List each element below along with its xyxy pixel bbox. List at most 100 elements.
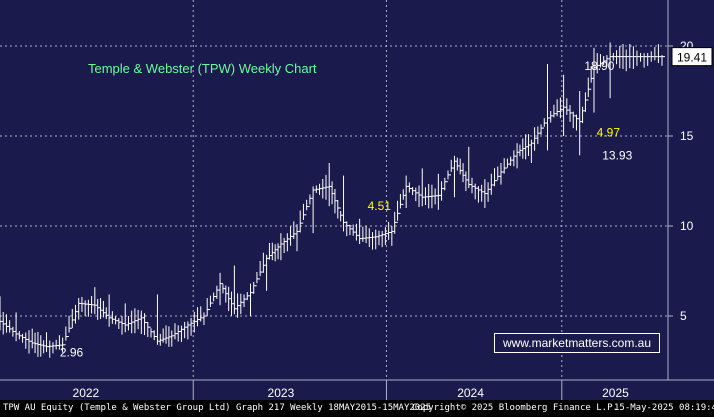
footer-copyright: Copyright© 2025 Bloomberg Finance L.P. — [412, 403, 618, 413]
ohlc-bar — [111, 311, 116, 324]
ohlc-bar — [84, 300, 89, 317]
x-year-label: 2022 — [73, 386, 100, 400]
ohlc-bar — [319, 183, 323, 195]
ohlc-bar — [513, 150, 517, 167]
ohlc-bar — [441, 181, 445, 201]
ohlc-bar — [249, 283, 254, 316]
ohlc-bar — [450, 159, 455, 172]
ohlc-bar — [647, 53, 651, 66]
ohlc-bar — [365, 225, 370, 244]
ohlc-bar — [593, 47, 598, 113]
ohlc-bar — [636, 50, 640, 66]
ohlc-bar — [375, 229, 379, 250]
ohlc-bar — [237, 293, 241, 318]
ohlc-bar — [497, 166, 501, 180]
ohlc-bar — [481, 184, 485, 202]
ohlc-bar — [121, 316, 126, 335]
ohlc-bar — [259, 260, 264, 277]
ohlc-bar — [428, 184, 432, 209]
ohlc-bar — [193, 311, 198, 333]
y-tick-label: 10 — [680, 219, 694, 233]
ohlc-bar — [444, 177, 448, 191]
ohlc-bar — [384, 227, 389, 245]
ohlc-bar — [209, 295, 214, 307]
ohlc-bar — [487, 182, 492, 202]
ohlc-bar — [118, 318, 122, 329]
footer-security: TPW AU Equity (Temple & Webster Group Lt… — [3, 403, 432, 413]
ohlc-bar — [474, 183, 479, 200]
ohlc-bar — [596, 53, 601, 74]
ohlc-bar — [431, 184, 435, 209]
ohlc-bar — [262, 252, 267, 273]
ohlc-bar — [399, 193, 404, 209]
grid — [0, 0, 668, 380]
ohlc-bar — [534, 127, 538, 151]
ohlc-bar — [206, 298, 211, 317]
ohlc-bar — [477, 186, 482, 203]
ohlc-bar — [177, 325, 182, 342]
ohlc-bar — [87, 299, 92, 317]
ohlc-bar — [12, 326, 16, 337]
footer-timestamp: 15-May-2025 08:19:47 — [614, 403, 714, 413]
ohlc-bar — [337, 200, 341, 219]
x-year-label: 2023 — [268, 386, 295, 400]
ohlc-bar — [290, 226, 294, 246]
ohlc-bar — [55, 339, 60, 350]
ohlc-bar — [256, 272, 260, 284]
ohlc-bar — [559, 97, 564, 119]
ohlc-bar — [352, 224, 357, 236]
x-axis: 2022 2023 2024 2025 — [0, 379, 714, 400]
ohlc-bar — [18, 331, 23, 340]
ohlc-bar — [424, 187, 429, 206]
ohlc-bar — [309, 194, 313, 205]
ohlc-bar — [71, 308, 76, 329]
x-year-label: 2024 — [457, 386, 484, 400]
ohlc-bar — [650, 51, 655, 62]
ohlc-bar — [629, 44, 633, 69]
ohlc-bar — [81, 296, 85, 312]
ohlc-bar — [233, 265, 238, 315]
ohlc-bar — [640, 53, 644, 62]
annotation-label: 2.96 — [60, 346, 84, 360]
ohlc-bar — [280, 233, 284, 261]
ohlc-bar — [322, 178, 326, 199]
ohlc-bar — [147, 322, 151, 338]
ohlc-bar — [603, 56, 607, 66]
ohlc-bar — [572, 111, 577, 129]
ohlc-bar — [293, 221, 297, 240]
ohlc-bar — [622, 44, 626, 69]
chart-title: Temple & Webster (TPW) Weekly Chart — [88, 61, 317, 76]
ohlc-bar — [197, 307, 201, 327]
ohlc-bar — [283, 237, 288, 254]
ohlc-bar — [490, 173, 495, 195]
ohlc-bar — [46, 332, 50, 352]
ohlc-bar — [362, 226, 366, 242]
ohlc-bar — [537, 126, 541, 145]
ohlc-bar — [359, 218, 363, 244]
ohlc-bar — [378, 230, 382, 246]
ohlc-bar — [550, 111, 554, 123]
ohlc-bar — [299, 210, 304, 233]
price-bars — [0, 42, 665, 358]
ohlc-bar — [315, 185, 320, 193]
ohlc-bar — [494, 168, 498, 187]
ohlc-bar — [200, 306, 204, 322]
watermark-link[interactable]: www.marketmatters.com.au — [494, 333, 660, 353]
ohlc-bar — [203, 312, 207, 325]
ohlc-bar — [91, 296, 95, 314]
ohlc-bar — [296, 224, 301, 252]
y-tick-label: 15 — [680, 129, 694, 143]
ohlc-bar — [619, 45, 623, 69]
annotation-label: 4.97 — [597, 125, 621, 139]
ohlc-bar — [612, 52, 617, 61]
ohlc-bar — [180, 325, 185, 342]
ohlc-bar — [52, 342, 56, 354]
ohlc-bar — [408, 182, 413, 193]
ohlc-bar — [632, 46, 637, 69]
ohlc-bar — [325, 174, 329, 200]
ohlc-bar — [219, 272, 224, 306]
ohlc-bar — [75, 304, 79, 324]
ohlc-bar — [616, 50, 620, 65]
ohlc-bar — [253, 281, 257, 294]
ohlc-bar — [500, 163, 504, 185]
